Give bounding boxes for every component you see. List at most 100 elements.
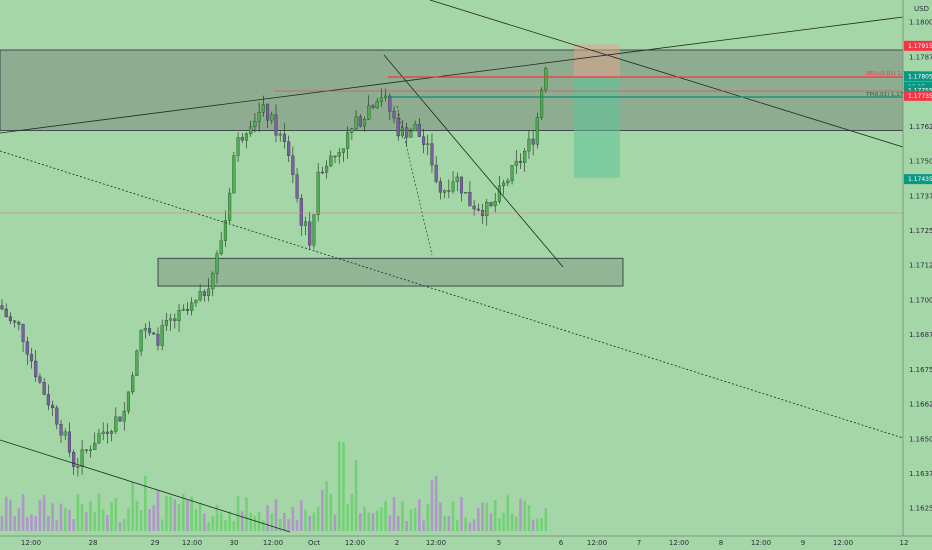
lower-trendline[interactable] [0, 439, 291, 533]
volume-bar [203, 513, 206, 531]
time-tick-label: 12:00 [426, 539, 446, 547]
volume-bar [304, 509, 307, 531]
volume-bar [215, 505, 219, 531]
time-tick-label: 12:00 [587, 539, 607, 547]
volume-bar [25, 517, 29, 531]
candle-body [253, 121, 257, 128]
volume-bar [249, 512, 253, 531]
volume-bar [181, 493, 185, 531]
price-tick-label: 1.17000 [909, 296, 932, 304]
candle-body [400, 127, 405, 137]
time-tick-label: 7 [637, 539, 641, 547]
volume-bar [439, 502, 442, 531]
volume-bar [371, 513, 375, 531]
volume-bar [460, 496, 463, 531]
wedge-trendline[interactable] [383, 54, 564, 268]
candle-body [384, 95, 388, 98]
time-axis[interactable]: 12:00 28 29 12:00 30 12:00 Oct 12:00 2 12:00 5 6 12:… [0, 535, 932, 547]
candle-body [101, 431, 105, 434]
volume-bar [367, 512, 371, 531]
volume-bar [47, 515, 50, 531]
price-tick-label: 1.17625 [909, 123, 932, 131]
volume-bar [76, 493, 80, 531]
volume-bar [380, 507, 383, 531]
volume-bar [413, 508, 417, 531]
candle-body [303, 221, 308, 226]
candle-body [8, 316, 12, 322]
candle-body [55, 407, 59, 425]
candle-body [202, 291, 206, 296]
volume-bar [514, 516, 518, 531]
volume-bar [540, 518, 543, 531]
candle-body [489, 202, 493, 206]
volume-bar [481, 502, 484, 531]
volume-bar [186, 500, 189, 531]
candle-body [72, 452, 76, 467]
candle-body [346, 132, 350, 149]
candle-body [257, 112, 261, 122]
volume-bar [359, 513, 362, 531]
candles-layer [0, 66, 548, 477]
volume-bar [135, 500, 139, 531]
volume-bar [434, 476, 438, 531]
time-tick-label: Oct [308, 539, 320, 547]
candle-body [67, 431, 71, 453]
time-tick-label: 12:00 [21, 539, 41, 547]
candle-body [219, 240, 223, 254]
candle-body [46, 394, 50, 406]
volume-bar [405, 520, 408, 531]
dotted-trendline[interactable] [0, 150, 904, 439]
volume-bar [190, 496, 193, 531]
price-tick-label: 1.16500 [909, 435, 932, 443]
descending-trendline[interactable] [429, 0, 904, 148]
price-tick-label: 1.17875 [909, 53, 932, 61]
candle-body [299, 198, 303, 226]
candle-body [506, 180, 510, 184]
volume-bar [536, 518, 539, 531]
candle-body [169, 318, 173, 321]
volume-bar [312, 512, 316, 531]
supply-zone[interactable] [0, 49, 904, 131]
volume-bar [430, 480, 434, 531]
volume-bar [363, 507, 366, 531]
volume-bar [114, 498, 118, 531]
time-tick-label: 12 [900, 539, 909, 547]
candle-body [84, 449, 88, 451]
volume-bar [333, 514, 337, 531]
candle-body [21, 324, 25, 342]
volume-bar [422, 520, 425, 531]
candle-body [447, 190, 451, 192]
demand-zone[interactable] [157, 257, 624, 287]
volume-bar [489, 513, 493, 531]
volume-bar [447, 515, 451, 531]
volume-bar [354, 460, 358, 531]
candle-body [232, 155, 236, 194]
upper-trendline[interactable] [0, 16, 904, 134]
candle-body [164, 320, 168, 326]
volume-bar [308, 515, 312, 531]
projection-line[interactable] [396, 105, 433, 256]
volume-bar [409, 509, 413, 531]
volume-bar [477, 508, 480, 531]
candle-body [38, 376, 42, 383]
candle-body [544, 68, 548, 91]
candle-body [358, 116, 362, 127]
candle-body [0, 305, 4, 310]
candle-body [502, 182, 506, 186]
candle-body [114, 416, 118, 432]
candle-body [173, 318, 177, 322]
candle-body [464, 192, 468, 194]
stop-loss-box[interactable] [574, 44, 620, 78]
take-profit-box[interactable] [574, 77, 620, 178]
volume-bar [68, 509, 71, 531]
volume-bar [118, 522, 122, 531]
price-tick-label: 1.16250 [909, 505, 932, 513]
volume-bar [531, 519, 535, 531]
volume-bar [89, 500, 92, 531]
volume-bar [139, 510, 143, 531]
volume-bar [266, 505, 269, 531]
price-tag [904, 85, 932, 96]
volume-bar [342, 442, 345, 531]
volume-bar [55, 520, 59, 531]
